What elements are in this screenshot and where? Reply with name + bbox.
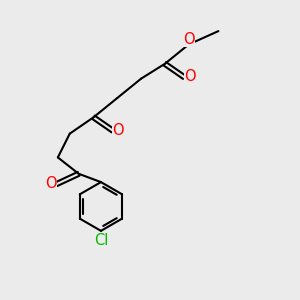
Text: O: O: [45, 176, 57, 191]
Text: Cl: Cl: [94, 233, 108, 248]
Text: O: O: [183, 32, 195, 46]
Text: O: O: [112, 123, 124, 138]
Text: O: O: [184, 69, 195, 84]
